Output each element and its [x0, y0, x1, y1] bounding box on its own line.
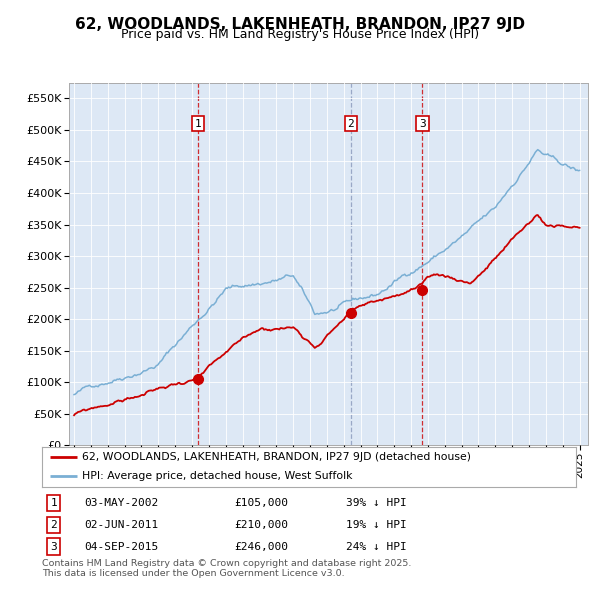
Text: 3: 3 [419, 119, 426, 129]
Text: 1: 1 [50, 498, 57, 508]
Text: Contains HM Land Registry data © Crown copyright and database right 2025.: Contains HM Land Registry data © Crown c… [42, 559, 412, 568]
Text: Price paid vs. HM Land Registry's House Price Index (HPI): Price paid vs. HM Land Registry's House … [121, 28, 479, 41]
Text: £246,000: £246,000 [234, 542, 288, 552]
Text: £105,000: £105,000 [234, 498, 288, 508]
Text: HPI: Average price, detached house, West Suffolk: HPI: Average price, detached house, West… [82, 471, 353, 481]
Text: 02-JUN-2011: 02-JUN-2011 [85, 520, 159, 530]
Text: 3: 3 [50, 542, 57, 552]
Text: £210,000: £210,000 [234, 520, 288, 530]
Text: 2: 2 [347, 119, 354, 129]
Text: 62, WOODLANDS, LAKENHEATH, BRANDON, IP27 9JD: 62, WOODLANDS, LAKENHEATH, BRANDON, IP27… [75, 17, 525, 31]
Text: 39% ↓ HPI: 39% ↓ HPI [346, 498, 407, 508]
Text: 03-MAY-2002: 03-MAY-2002 [85, 498, 159, 508]
Text: 19% ↓ HPI: 19% ↓ HPI [346, 520, 407, 530]
Text: 62, WOODLANDS, LAKENHEATH, BRANDON, IP27 9JD (detached house): 62, WOODLANDS, LAKENHEATH, BRANDON, IP27… [82, 453, 471, 463]
Text: 2: 2 [50, 520, 57, 530]
Text: 04-SEP-2015: 04-SEP-2015 [85, 542, 159, 552]
Text: This data is licensed under the Open Government Licence v3.0.: This data is licensed under the Open Gov… [42, 569, 344, 578]
Text: 1: 1 [195, 119, 202, 129]
Text: 24% ↓ HPI: 24% ↓ HPI [346, 542, 407, 552]
